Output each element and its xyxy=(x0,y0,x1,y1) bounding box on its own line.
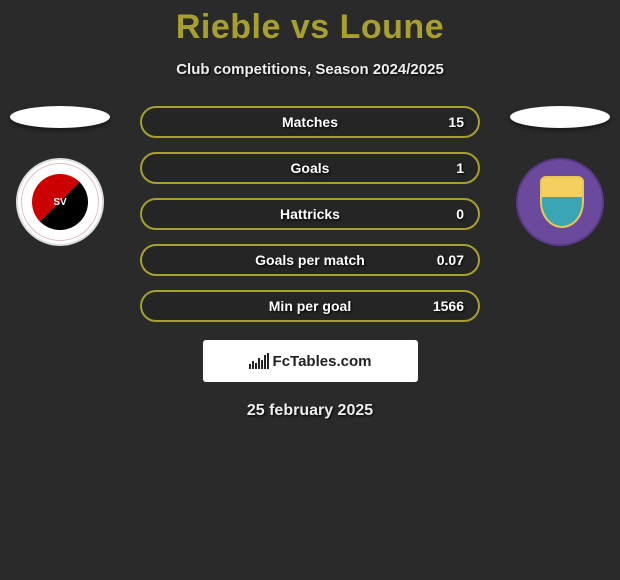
stat-label: Goals xyxy=(206,160,414,176)
right-team-column xyxy=(510,106,610,246)
left-team-column: SV xyxy=(10,106,110,246)
stat-right-value: 1 xyxy=(414,160,464,176)
stat-row: Goals 1 xyxy=(140,152,480,184)
chart-bars-icon xyxy=(249,353,269,369)
stat-right-value: 0 xyxy=(414,206,464,222)
stat-right-value: 0.07 xyxy=(414,252,464,268)
stat-rows: Matches 15 Goals 1 Hattricks 0 Goals per… xyxy=(140,106,480,322)
left-player-silhouette xyxy=(10,106,110,128)
subtitle: Club competitions, Season 2024/2025 xyxy=(0,61,620,78)
stat-row: Min per goal 1566 xyxy=(140,290,480,322)
page-title: Rieble vs Loune xyxy=(0,0,620,47)
left-crest-label: SV xyxy=(32,174,88,230)
branding-text: FcTables.com xyxy=(273,353,372,370)
right-crest-shield xyxy=(540,176,584,228)
stat-row: Matches 15 xyxy=(140,106,480,138)
stat-label: Goals per match xyxy=(206,252,414,268)
stat-label: Matches xyxy=(206,114,414,130)
stat-row: Goals per match 0.07 xyxy=(140,244,480,276)
right-team-crest xyxy=(516,158,604,246)
date-label: 25 february 2025 xyxy=(0,402,620,420)
comparison-panel: SV Matches 15 Goals 1 Hattricks 0 Goals … xyxy=(0,106,620,420)
right-player-silhouette xyxy=(510,106,610,128)
stat-row: Hattricks 0 xyxy=(140,198,480,230)
stat-right-value: 1566 xyxy=(414,298,464,314)
branding-badge[interactable]: FcTables.com xyxy=(203,340,418,382)
stat-right-value: 15 xyxy=(414,114,464,130)
left-team-crest: SV xyxy=(16,158,104,246)
stat-label: Min per goal xyxy=(206,298,414,314)
stat-label: Hattricks xyxy=(206,206,414,222)
